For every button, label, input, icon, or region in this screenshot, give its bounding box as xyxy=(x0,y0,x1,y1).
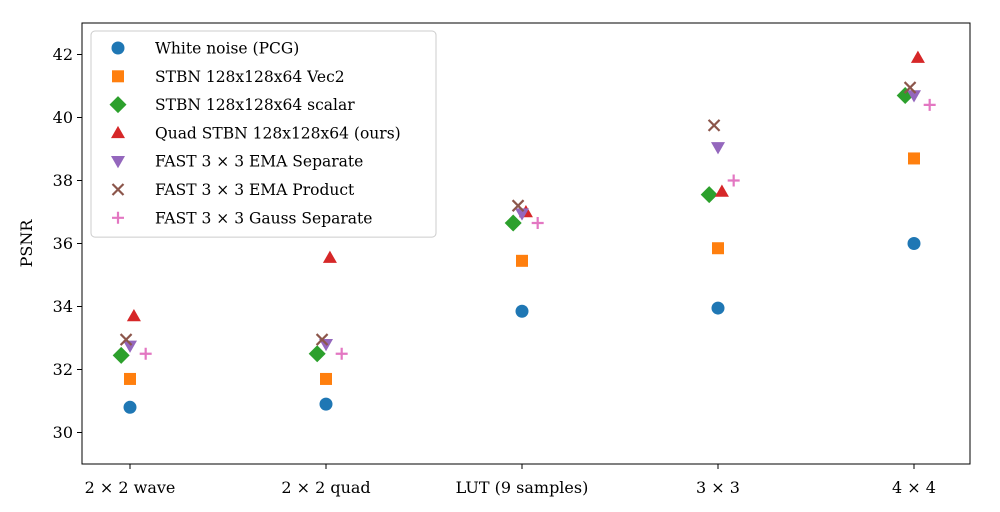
data-point xyxy=(319,339,333,352)
legend-label: FAST 3 × 3 EMA Product xyxy=(155,181,355,199)
data-points xyxy=(112,50,936,414)
data-point xyxy=(923,98,936,111)
y-tick-label: 42 xyxy=(53,45,73,64)
data-point xyxy=(515,208,529,221)
legend-item: STBN 128x128x64 Vec2 xyxy=(112,68,345,86)
legend-label: Quad STBN 128x128x64 (ours) xyxy=(155,124,401,142)
data-point xyxy=(707,119,721,132)
series-4 xyxy=(123,90,921,353)
y-tick-label: 32 xyxy=(53,360,73,379)
data-point xyxy=(322,250,337,263)
data-point xyxy=(335,347,348,360)
data-point xyxy=(123,400,137,414)
data-point xyxy=(119,333,133,346)
data-point xyxy=(124,372,136,385)
series-0 xyxy=(123,237,921,414)
data-point xyxy=(714,184,729,197)
data-point xyxy=(727,174,740,187)
series-1 xyxy=(124,152,920,385)
data-point xyxy=(910,50,925,63)
legend-item: STBN 128x128x64 scalar xyxy=(109,96,355,114)
data-point xyxy=(320,372,332,385)
legend-item: FAST 3 × 3 EMA Product xyxy=(111,181,355,199)
legend-marker xyxy=(109,96,127,114)
legend: White noise (PCG) STBN 128x128x64 Vec2 STB… xyxy=(90,30,437,238)
legend-marker xyxy=(111,155,125,169)
data-point xyxy=(908,152,920,165)
data-point xyxy=(903,81,917,94)
data-point xyxy=(511,199,525,212)
data-point xyxy=(126,308,141,322)
x-tick-label: LUT (9 samples) xyxy=(456,478,589,497)
y-axis-label: PSNR xyxy=(17,219,36,268)
legend-marker xyxy=(112,211,124,224)
series-5 xyxy=(119,81,917,346)
data-point xyxy=(712,242,724,255)
legend-label: STBN 128x128x64 scalar xyxy=(155,96,355,114)
legend-marker xyxy=(112,70,124,83)
data-point xyxy=(123,340,137,353)
data-point xyxy=(907,237,921,250)
x-tick-label: 2 × 2 wave xyxy=(85,478,176,497)
y-tick-label: 30 xyxy=(53,423,73,442)
legend-marker xyxy=(111,125,125,139)
x-tick-label: 4 × 4 xyxy=(892,478,936,497)
data-point xyxy=(139,347,152,360)
data-point xyxy=(711,301,725,315)
x-tick-label: 3 × 3 xyxy=(696,478,740,497)
data-point xyxy=(907,90,921,103)
y-tick-label: 36 xyxy=(53,234,73,253)
y-tick-label: 34 xyxy=(53,297,73,316)
legend-marker xyxy=(111,41,125,55)
legend-label: STBN 128x128x64 Vec2 xyxy=(155,68,345,86)
series-2 xyxy=(112,86,914,364)
legend-item: Quad STBN 128x128x64 (ours) xyxy=(111,124,401,142)
legend-label: White noise (PCG) xyxy=(155,40,299,58)
data-point xyxy=(700,186,718,204)
y-axis: 30 32 34 36 38 40 42 xyxy=(53,45,82,442)
data-point xyxy=(308,345,326,363)
data-point xyxy=(515,304,529,318)
x-axis: 2 × 2 wave 2 × 2 quad LUT (9 samples) 3 × 3… xyxy=(85,464,936,497)
data-point xyxy=(531,217,544,230)
legend-label: FAST 3 × 3 EMA Separate xyxy=(155,153,363,171)
legend-item: White noise (PCG) xyxy=(111,40,299,58)
y-tick-label: 38 xyxy=(53,171,73,190)
data-point xyxy=(315,333,329,346)
legend-item: FAST 3 × 3 Gauss Separate xyxy=(112,209,372,227)
data-point xyxy=(504,214,522,232)
legend-marker xyxy=(111,183,125,196)
data-point xyxy=(711,142,725,155)
x-tick-label: 2 × 2 quad xyxy=(281,478,370,497)
series-6 xyxy=(139,98,936,360)
data-point xyxy=(516,254,528,267)
legend-frame xyxy=(90,30,437,238)
y-tick-label: 40 xyxy=(53,108,73,127)
legend-item: FAST 3 × 3 EMA Separate xyxy=(111,153,363,171)
data-point xyxy=(112,346,130,364)
legend-label: FAST 3 × 3 Gauss Separate xyxy=(155,209,372,227)
data-point xyxy=(319,397,333,411)
